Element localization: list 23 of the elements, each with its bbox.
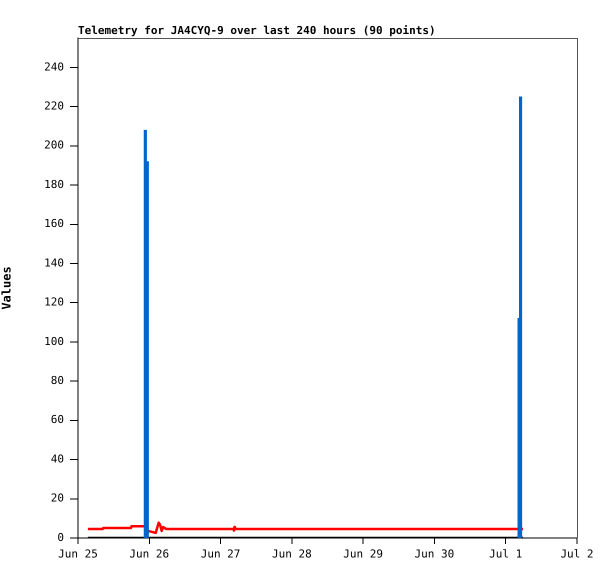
x-tick-label: Jun 29	[343, 547, 384, 560]
y-tick-label: 100	[44, 334, 64, 348]
x-tick-label: Jun 28	[272, 547, 312, 560]
x-tick-label: Jun 30	[414, 547, 454, 560]
y-tick-label: 120	[44, 296, 64, 309]
y-tick-label: 140	[44, 256, 64, 270]
x-tick-label: Jun 25	[58, 547, 98, 560]
y-tick-label: 240	[44, 60, 64, 74]
y-tick-label: 60	[50, 413, 64, 426]
y-tick-label: 180	[44, 178, 64, 191]
y-tick-label: 160	[44, 217, 64, 230]
x-tick-label: Jul 2	[560, 547, 594, 560]
x-tick-label: Jun 26	[129, 547, 170, 560]
y-axis-title: Values	[0, 266, 14, 310]
y-tick-label: 200	[44, 138, 64, 152]
y-tick-label: 220	[44, 99, 64, 112]
y-tick-label: 40	[50, 452, 64, 466]
y-tick-label: 0	[57, 530, 64, 544]
y-tick-label: 20	[50, 492, 64, 505]
x-tick-label: Jul 1	[489, 547, 522, 560]
chart-title: Telemetry for JA4CYQ-9 over last 240 hours (90 points)	[78, 24, 436, 37]
x-tick-label: Jun 27	[200, 547, 240, 560]
y-tick-label: 80	[50, 374, 64, 387]
